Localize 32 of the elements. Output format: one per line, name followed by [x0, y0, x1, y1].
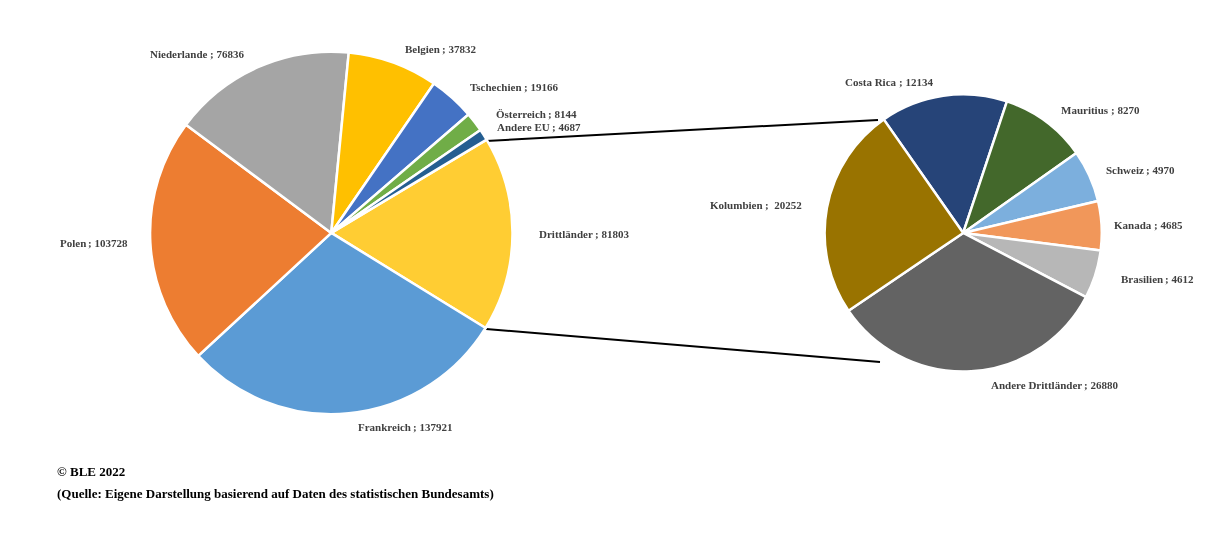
data-label: ; 19166 [524, 81, 559, 93]
text: © BLE 2022 [57, 464, 126, 479]
slice-label: Costa Rica [845, 76, 897, 88]
slice-label: Frankreich [358, 421, 411, 433]
data-label: ; 12134 [899, 76, 934, 88]
text: (Quelle: Eigene Darstellung basierend auf Daten des statistischen Bundesamts) [57, 486, 494, 501]
slice-label: Österreich [496, 108, 546, 120]
slice-label: Belgien [405, 43, 440, 55]
data-label: ; 8144 [548, 108, 577, 120]
data-label: ; 137921 [413, 421, 453, 433]
data-label: ; 4685 [1154, 219, 1183, 231]
data-label: ; 20252 [765, 199, 803, 211]
slice-label: Schweiz [1106, 164, 1144, 176]
slice-label: Niederlande [150, 48, 208, 60]
slice-label: Mauritius [1061, 104, 1109, 116]
data-label: ; 4612 [1165, 273, 1194, 285]
data-label: ; 26880 [1084, 379, 1119, 391]
slice-label: Drittländer [539, 228, 593, 240]
slice-label: Andere Drittländer [991, 379, 1083, 391]
data-label: ; 81803 [595, 228, 630, 240]
slice-label: Polen [60, 237, 87, 249]
data-label: ; 4970 [1146, 164, 1175, 176]
slice-label: Tschechien [470, 81, 522, 93]
data-label: ; 8270 [1111, 104, 1140, 116]
slice-label: Kanada [1114, 219, 1152, 231]
data-label: ; 37832 [442, 43, 477, 55]
data-label: ; 76836 [210, 48, 245, 60]
slice-label: Brasilien [1121, 273, 1164, 285]
slice-label: Kolumbien [710, 199, 763, 211]
data-label: ; 4687 [552, 121, 581, 133]
data-label: ; 103728 [88, 237, 128, 249]
slice-label: Andere EU [497, 121, 550, 133]
